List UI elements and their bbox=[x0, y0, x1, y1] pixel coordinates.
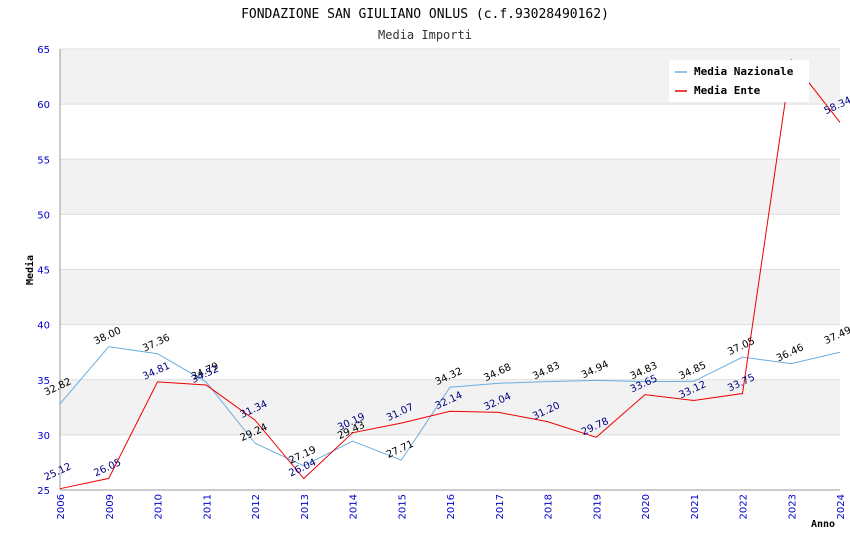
y-ticks: 25 30 35 40 45 50 55 60 65 bbox=[37, 45, 50, 497]
x-tick-label: 2009 bbox=[105, 494, 116, 519]
y-tick-label: 65 bbox=[37, 45, 50, 56]
x-tick-label: 2012 bbox=[251, 494, 262, 519]
chart-title: FONDAZIONE SAN GIULIANO ONLUS (c.f.93028… bbox=[241, 7, 609, 22]
y-tick-label: 40 bbox=[37, 321, 50, 332]
grid-bands bbox=[60, 48, 840, 491]
x-tick-label: 2016 bbox=[446, 494, 457, 519]
axes bbox=[59, 49, 840, 491]
x-tick-label: 2022 bbox=[739, 494, 750, 519]
x-tick-label: 2024 bbox=[836, 494, 847, 519]
x-tick-label: 2019 bbox=[592, 494, 603, 519]
y-tick-label: 55 bbox=[37, 155, 50, 166]
x-tick-label: 2021 bbox=[690, 494, 701, 519]
grid-band bbox=[60, 269, 840, 325]
x-tick-label: 2023 bbox=[787, 494, 798, 519]
grid-band bbox=[60, 434, 840, 490]
x-tick-label: 2011 bbox=[202, 494, 213, 519]
x-tick-label: 2020 bbox=[641, 494, 652, 519]
x-tick-label: 2014 bbox=[349, 494, 360, 519]
x-tick-label: 2006 bbox=[56, 494, 67, 519]
y-tick-label: 60 bbox=[37, 100, 50, 111]
grid-band bbox=[60, 379, 840, 435]
x-ticks: 2006 2009 2010 2011 2012 2013 2014 2015 2016 2017… bbox=[56, 494, 847, 519]
grid-band bbox=[60, 324, 840, 380]
x-tick-label: 2015 bbox=[397, 494, 408, 519]
legend-label-nazionale: Media Nazionale bbox=[694, 65, 794, 78]
legend-label-ente: Media Ente bbox=[694, 84, 761, 97]
y-tick-label: 45 bbox=[37, 266, 50, 277]
y-axis-label: Media bbox=[24, 255, 36, 285]
x-tick-label: 2013 bbox=[300, 494, 311, 519]
legend: Media Nazionale Media Ente bbox=[669, 60, 809, 102]
y-tick-label: 35 bbox=[37, 376, 50, 387]
grid-band bbox=[60, 214, 840, 270]
y-tick-label: 50 bbox=[37, 210, 50, 221]
grid-band bbox=[60, 159, 840, 215]
chart-subtitle: Media Importi bbox=[378, 28, 472, 42]
legend-box bbox=[669, 60, 809, 102]
y-tick-label: 30 bbox=[37, 431, 50, 442]
x-tick-label: 2010 bbox=[154, 494, 165, 519]
series-lines bbox=[59, 58, 841, 490]
series-line-ente bbox=[59, 58, 841, 490]
series-line-nazionale bbox=[59, 346, 841, 467]
y-tick-label: 25 bbox=[37, 486, 50, 497]
x-axis-label: Anno bbox=[811, 519, 835, 530]
grid-band bbox=[60, 104, 840, 160]
x-tick-label: 2018 bbox=[544, 494, 555, 519]
x-tick-label: 2017 bbox=[495, 494, 506, 519]
